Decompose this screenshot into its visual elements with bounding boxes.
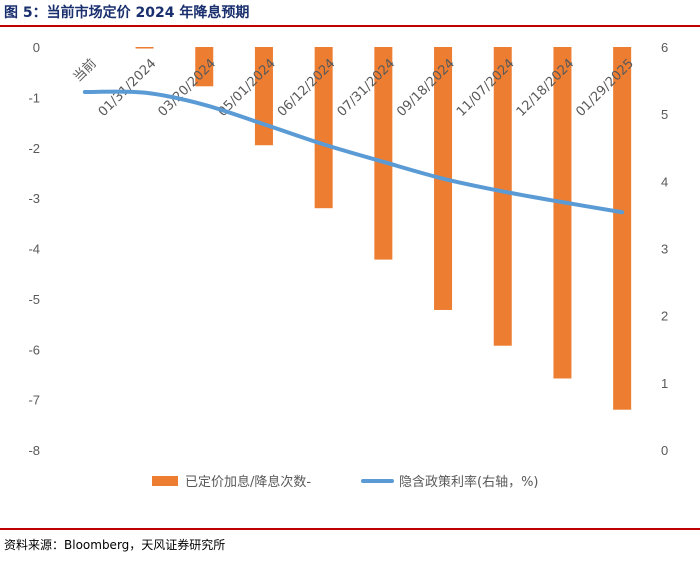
right-axis-tick: 0 [661, 443, 668, 458]
source-note: 资料来源：Bloomberg，天风证券研究所 [4, 538, 226, 552]
line-series-implied-rate [82, 89, 625, 215]
left-axis-tick: -3 [28, 191, 40, 206]
footer-rule [0, 528, 700, 530]
right-axis-tick: 1 [661, 376, 668, 391]
left-axis-tick: -5 [28, 292, 40, 307]
left-axis-tick: 0 [33, 40, 40, 55]
left-axis-tick: -7 [28, 393, 40, 408]
left-axis-tick: -8 [28, 443, 40, 458]
left-axis-tick: -4 [28, 242, 40, 257]
right-axis-tick: 3 [661, 242, 668, 257]
left-axis-tick: -2 [28, 141, 40, 156]
right-axis-tick: 4 [661, 174, 668, 189]
title-rule [0, 25, 700, 27]
bar-rate-moves [613, 47, 632, 410]
legend-label-line: 隐含政策利率(右轴，%) [399, 474, 539, 490]
legend-label-bar: 已定价加息/降息次数- [185, 474, 311, 490]
bar-rate-moves [493, 47, 512, 346]
figure-title: 图 5：当前市场定价 2024 年降息预期 [4, 5, 250, 21]
category-label: 03/20/2024 [155, 56, 219, 120]
legend-swatch-bar [152, 476, 178, 486]
left-axis-tick: -1 [28, 90, 40, 105]
right-axis-tick: 2 [661, 309, 668, 324]
left-axis-tick: -6 [28, 342, 40, 357]
chart: 0 -1 -2 -3 -4 -5 -6 -7 -8 6 5 4 3 2 1 0 当前01/31/202403… [28, 40, 668, 490]
right-axis-tick: 6 [661, 40, 668, 55]
right-axis-tick: 5 [661, 107, 668, 122]
bar-rate-moves [195, 47, 214, 87]
bar-rate-moves [135, 47, 154, 49]
category-label: 当前 [70, 56, 100, 86]
bar-rate-moves [553, 47, 572, 379]
bar-rate-moves [314, 47, 333, 209]
category-label: 01/31/2024 [96, 56, 160, 120]
bar-rate-moves [374, 47, 393, 260]
